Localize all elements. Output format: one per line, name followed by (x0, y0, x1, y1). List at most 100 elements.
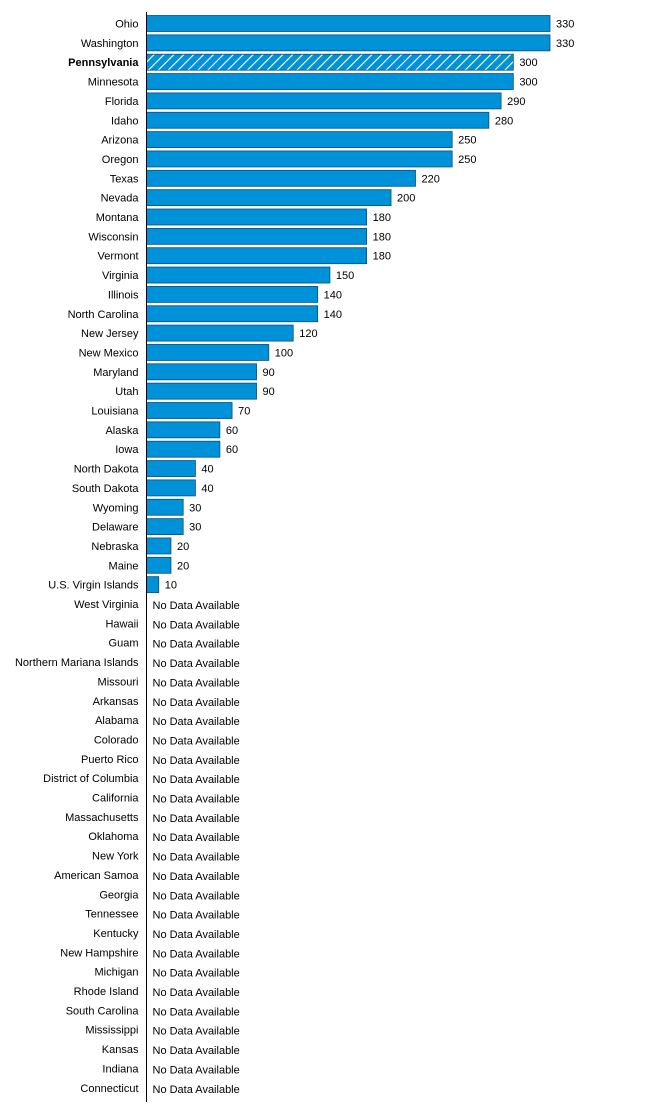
category-label-washington: Washington (81, 38, 139, 50)
no-data-label-american-samoa: No Data Available (153, 871, 240, 883)
no-data-label-district-of-columbia: No Data Available (153, 774, 240, 786)
value-label-south-dakota: 40 (201, 483, 213, 495)
category-label-guam: Guam (109, 638, 139, 650)
bar-oregon (146, 150, 453, 168)
no-data-label-mississippi: No Data Available (153, 1026, 240, 1038)
value-label-maine: 20 (177, 560, 189, 572)
category-label-pennsylvania: Pennsylvania (68, 57, 139, 69)
category-label-nebraska: Nebraska (91, 541, 139, 553)
value-label-arizona: 250 (458, 135, 476, 147)
value-label-oregon: 250 (458, 154, 476, 166)
bar-north-dakota (146, 460, 196, 477)
no-data-label-michigan: No Data Available (153, 968, 240, 980)
category-label-oklahoma: Oklahoma (88, 831, 139, 843)
value-label-utah: 90 (263, 386, 275, 398)
no-data-label-massachusetts: No Data Available (153, 813, 240, 825)
value-label-nevada: 200 (397, 193, 415, 205)
bar-north-carolina (146, 305, 319, 323)
bar-pennsylvania (146, 53, 514, 71)
category-label-alabama: Alabama (95, 715, 139, 727)
bar-maryland (146, 363, 257, 381)
value-label-pennsylvania: 300 (519, 57, 537, 69)
value-label-maryland: 90 (263, 367, 275, 379)
value-label-illinois: 140 (324, 289, 342, 301)
category-label-nevada: Nevada (101, 193, 140, 205)
category-label-new-jersey: New Jersey (81, 328, 139, 340)
value-label-florida: 290 (507, 96, 525, 108)
no-data-label-tennessee: No Data Available (153, 910, 240, 922)
category-label-south-dakota: South Dakota (72, 483, 140, 495)
no-data-label-arkansas: No Data Available (153, 697, 240, 709)
no-data-label-west-virginia: No Data Available (153, 600, 240, 612)
bar-arizona (146, 131, 453, 149)
no-data-label-california: No Data Available (153, 794, 240, 806)
value-label-new-mexico: 100 (275, 347, 293, 359)
category-label-puerto-rico: Puerto Rico (81, 754, 138, 766)
bar-wisconsin (146, 227, 367, 245)
value-label-u-s-virgin-islands: 10 (165, 580, 177, 592)
no-data-label-missouri: No Data Available (153, 677, 240, 689)
category-label-west-virginia: West Virginia (74, 599, 139, 611)
category-label-texas: Texas (110, 173, 139, 185)
category-label-wisconsin: Wisconsin (88, 231, 138, 243)
value-labels-group: 330 330 300 300 290 280 250 250 220 200 180 180 180 1… (153, 19, 575, 1096)
category-label-vermont: Vermont (98, 251, 139, 263)
bar-illinois (146, 285, 319, 303)
category-label-north-carolina: North Carolina (68, 309, 140, 321)
bar-new-jersey (146, 324, 294, 342)
category-label-louisiana: Louisiana (91, 406, 139, 418)
category-label-alaska: Alaska (105, 425, 139, 437)
bar-vermont (146, 247, 367, 265)
category-label-maine: Maine (109, 560, 139, 572)
bar-nevada (146, 189, 392, 207)
value-label-north-dakota: 40 (201, 464, 213, 476)
category-label-idaho: Idaho (111, 115, 139, 127)
category-label-colorado: Colorado (94, 734, 139, 746)
category-label-hawaii: Hawaii (105, 618, 138, 630)
category-label-florida: Florida (105, 96, 140, 108)
category-label-tennessee: Tennessee (85, 909, 138, 921)
category-label-mississippi: Mississippi (85, 1025, 138, 1037)
category-label-district-of-columbia: District of Columbia (43, 773, 139, 785)
bar-montana (146, 208, 367, 226)
category-label-ohio: Ohio (115, 19, 138, 31)
category-label-kentucky: Kentucky (93, 928, 139, 940)
bars-group (146, 15, 551, 594)
category-label-south-carolina: South Carolina (66, 1005, 140, 1017)
category-label-minnesota: Minnesota (88, 77, 140, 89)
no-data-label-new-hampshire: No Data Available (153, 948, 240, 960)
category-label-new-mexico: New Mexico (79, 347, 139, 359)
value-label-north-carolina: 140 (324, 309, 342, 321)
value-label-iowa: 60 (226, 444, 238, 456)
category-label-arkansas: Arkansas (93, 696, 139, 708)
category-label-new-york: New York (92, 851, 139, 863)
value-label-louisiana: 70 (238, 406, 250, 418)
category-label-georgia: Georgia (99, 889, 139, 901)
value-label-texas: 220 (422, 173, 440, 185)
bar-idaho (146, 111, 490, 129)
value-label-minnesota: 300 (519, 77, 537, 89)
category-label-wyoming: Wyoming (93, 502, 139, 514)
category-label-indiana: Indiana (102, 1063, 139, 1075)
bar-nebraska (146, 537, 172, 555)
no-data-label-alabama: No Data Available (153, 716, 240, 728)
bar-ohio (146, 15, 551, 32)
bar-virginia (146, 266, 331, 284)
bar-alaska (146, 421, 221, 439)
category-label-virginia: Virginia (102, 270, 139, 282)
no-data-label-northern-mariana-islands: No Data Available (153, 658, 240, 670)
bar-utah (146, 382, 257, 400)
category-labels-group: Ohio Washington Pennsylvania Minnesota Flori… (15, 19, 139, 1095)
value-label-delaware: 30 (189, 522, 201, 534)
category-label-kansas: Kansas (102, 1044, 139, 1056)
category-label-delaware: Delaware (92, 522, 138, 534)
no-data-label-new-york: No Data Available (153, 852, 240, 864)
category-label-california: California (92, 793, 139, 805)
bar-new-mexico (146, 344, 270, 361)
category-label-utah: Utah (115, 386, 138, 398)
category-label-rhode-island: Rhode Island (74, 986, 139, 998)
value-label-ohio: 330 (556, 19, 574, 31)
value-label-idaho: 280 (495, 115, 513, 127)
bar-minnesota (146, 73, 514, 90)
value-label-virginia: 150 (336, 270, 354, 282)
